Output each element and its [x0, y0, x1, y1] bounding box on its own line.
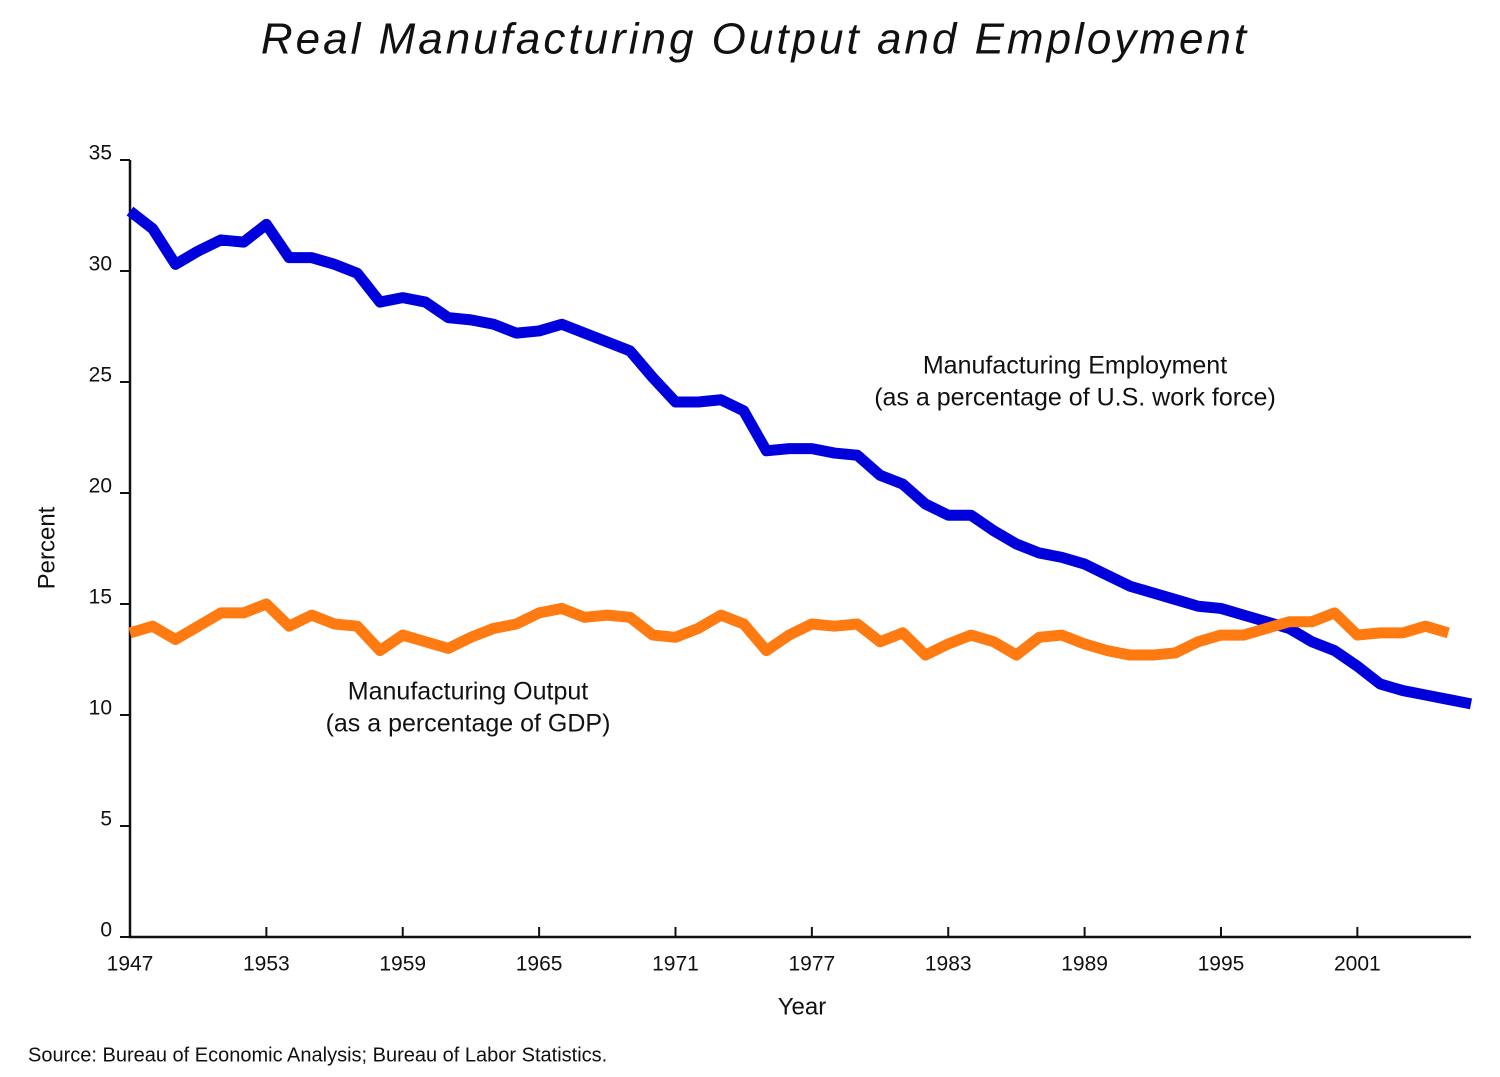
y-axis-label: Percent: [33, 506, 60, 589]
series-description: (as a percentage of U.S. work force): [874, 384, 1276, 412]
x-tick-label: 1959: [379, 953, 426, 976]
x-tick-label: 1983: [925, 953, 972, 976]
chart-title: Real Manufacturing Output and Employment: [261, 15, 1249, 64]
x-tick-label: 1965: [516, 953, 563, 976]
series-label: Manufacturing Output: [348, 678, 588, 706]
y-tick-label: 0: [100, 919, 112, 942]
y-tick-label: 35: [89, 142, 112, 165]
series-description: (as a percentage of GDP): [326, 710, 611, 738]
x-tick-label: 1995: [1198, 953, 1245, 976]
x-tick-label: 1971: [652, 953, 699, 976]
y-tick-label: 5: [100, 808, 112, 831]
x-axis-label: Year: [778, 993, 827, 1020]
source-note: Source: Bureau of Economic Analysis; Bur…: [28, 1044, 607, 1066]
series-label: Manufacturing Employment: [923, 352, 1227, 380]
x-tick-label: 1989: [1061, 953, 1108, 976]
y-tick-label: 15: [89, 586, 112, 609]
y-tick-label: 20: [89, 475, 112, 498]
y-tick-label: 10: [89, 697, 112, 720]
x-tick-label: 1953: [243, 953, 290, 976]
y-tick-label: 25: [89, 364, 112, 387]
x-tick-label: 1947: [107, 953, 154, 976]
y-tick-label: 30: [89, 253, 112, 276]
x-tick-label: 1977: [789, 953, 836, 976]
series-line: [128, 598, 1450, 661]
x-tick-label: 2001: [1334, 953, 1381, 976]
series-line: [126, 206, 1473, 710]
